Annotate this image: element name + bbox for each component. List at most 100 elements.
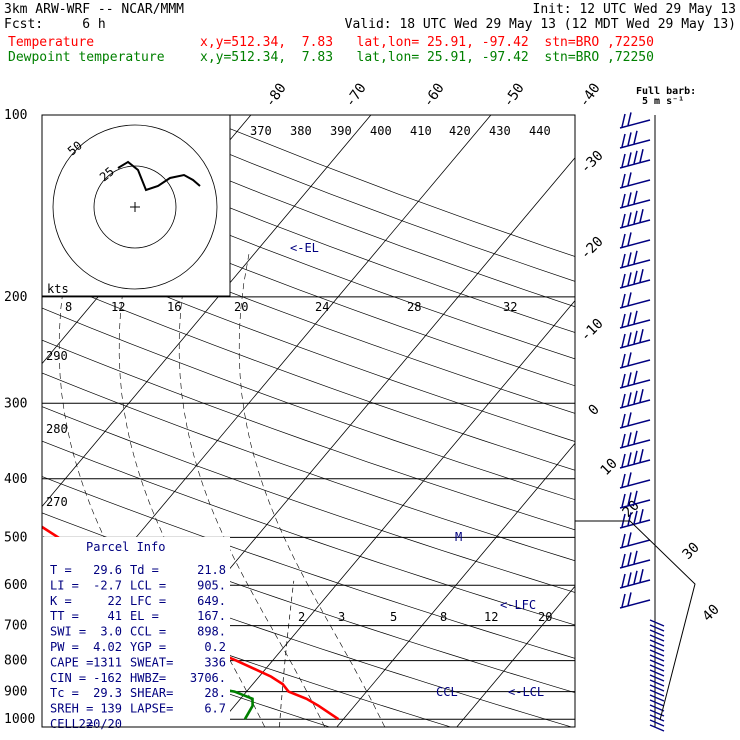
parcel-info-key: HWBZ=	[130, 671, 166, 685]
wind-barb	[619, 370, 651, 389]
parcel-info-key: LAPSE=	[130, 702, 173, 716]
wind-barb	[619, 250, 651, 269]
wind-barb	[619, 592, 651, 609]
theta-e-label: 390	[330, 124, 352, 138]
wind-barb	[619, 412, 651, 429]
wind-barb	[619, 292, 651, 309]
dry-adiabat-label: -80	[262, 80, 290, 110]
wind-barb	[649, 694, 665, 702]
parcel-info-value: 6.7	[204, 702, 226, 716]
wind-barb	[619, 550, 651, 569]
wind-barb	[619, 112, 651, 129]
parcel-info-value: 21.8	[197, 563, 226, 577]
wind-barb	[619, 209, 651, 229]
wind-barb	[649, 684, 665, 692]
parcel-info-key: YGP =	[130, 640, 166, 654]
theta-e-label: 440	[529, 124, 551, 138]
temperature-legend-info: x,y=512.34, 7.83 lat,lon= 25.91, -97.42 …	[200, 35, 654, 50]
parcel-info-value: 167.	[197, 609, 226, 623]
parcel-info-value: 139	[100, 702, 122, 716]
parcel-info-key: K =	[50, 594, 72, 608]
wind-barb	[649, 714, 665, 722]
temperature-axis-label: -10	[578, 316, 607, 345]
pressure-tick-label: 100	[4, 108, 27, 123]
parcel-info-key: SREH =	[50, 702, 93, 716]
wind-barb	[649, 649, 665, 657]
full-barb-label: Full barb:	[636, 86, 696, 97]
speed-axis-label: 16	[167, 300, 181, 314]
dry-adiabat-line	[42, 476, 575, 659]
parcel-info-key: LFC =	[130, 594, 166, 608]
parcel-info-key: T =	[50, 563, 72, 577]
parcel-info-value: 3.0	[100, 625, 122, 639]
wind-barb	[649, 669, 665, 677]
hodograph-ring	[52, 124, 218, 290]
parcel-info-value: 4.02	[93, 640, 122, 654]
parcel-info-panel: Parcel Info T = 29.6 Td = 21.8 LI = -2.7 LCL = 9…	[42, 537, 230, 731]
isotherm-line	[216, 299, 575, 727]
theta-e-label: 400	[370, 124, 392, 138]
parcel-info-value: 22	[108, 594, 122, 608]
wind-barb	[619, 430, 651, 449]
level-annotation: <-LCL	[508, 685, 544, 699]
wind-barb	[619, 130, 651, 149]
mixing-ratio-label: 8	[440, 610, 447, 624]
dry-adiabat-line	[42, 406, 575, 593]
pressure-tick-label: 900	[4, 685, 27, 700]
wind-barbs	[575, 112, 696, 732]
wind-barb	[619, 352, 651, 369]
speed-axis-label: 24	[315, 300, 329, 314]
parcel-info-value: -162	[93, 671, 122, 685]
dry-adiabat-label: -70	[342, 80, 370, 110]
parcel-info-value: -2.7	[93, 578, 122, 592]
mixing-ratio-line	[279, 580, 295, 727]
model-title: 3km ARW-WRF -- NCAR/MMM	[4, 2, 185, 17]
wind-barb	[649, 619, 665, 627]
wind-barb	[649, 664, 665, 672]
wind-barb	[649, 699, 665, 707]
temperature-axis-label: 0	[586, 402, 603, 419]
wind-barb	[619, 389, 651, 409]
temperature-axis-label: -20	[578, 234, 607, 263]
wind-barb	[649, 724, 665, 732]
pressure-tick-label: 500	[4, 530, 27, 545]
mixing-ratio-label: 2	[298, 610, 305, 624]
parcel-info-value: 41	[108, 609, 122, 623]
level-annotation: M	[455, 530, 462, 544]
parcel-info-value: 905.	[197, 578, 226, 592]
pressure-tick-label: 400	[4, 472, 27, 487]
dry-adiabat-line	[42, 276, 575, 471]
dry-adiabat-line	[42, 339, 575, 531]
pressure-tick-label: 800	[4, 654, 27, 669]
theta-e-label: 380	[290, 124, 312, 138]
hodograph-ring	[93, 165, 177, 249]
speed-axis-label: 28	[407, 300, 421, 314]
parcel-info-key: EL =	[130, 609, 159, 623]
parcel-info-key: TT =	[50, 609, 79, 623]
mixing-ratio-label: 20	[538, 610, 552, 624]
wind-barb	[619, 172, 651, 189]
theta-e-label: 430	[489, 124, 511, 138]
wind-axis-label: 30	[680, 540, 703, 563]
wind-barb	[649, 654, 665, 662]
parcel-info-key: SWEAT=	[130, 655, 173, 669]
hodograph-units-label: kts	[47, 282, 69, 296]
dry-adiabat-label: -60	[420, 80, 448, 110]
full-barb-units: 5 m s⁻¹	[642, 96, 684, 107]
parcel-info-key: CCL =	[130, 625, 166, 639]
plot-border	[41, 114, 576, 728]
speed-axis-label: 20	[234, 300, 248, 314]
wind-barb	[619, 569, 651, 589]
parcel-info-value: 29.3	[93, 686, 122, 700]
wind-axis-label: 40	[700, 602, 723, 625]
parcel-info-key: SHEAR=	[130, 686, 173, 700]
wind-barb	[649, 624, 665, 632]
parcel-info-value: 336	[204, 655, 226, 669]
pressure-tick-label: 700	[4, 619, 27, 634]
temperature-axis-label: 10	[598, 456, 621, 479]
wind-barb	[649, 659, 665, 667]
level-annotation: <-LFC	[500, 598, 536, 612]
theta-label: 290	[46, 349, 68, 363]
wind-barb	[619, 269, 651, 289]
